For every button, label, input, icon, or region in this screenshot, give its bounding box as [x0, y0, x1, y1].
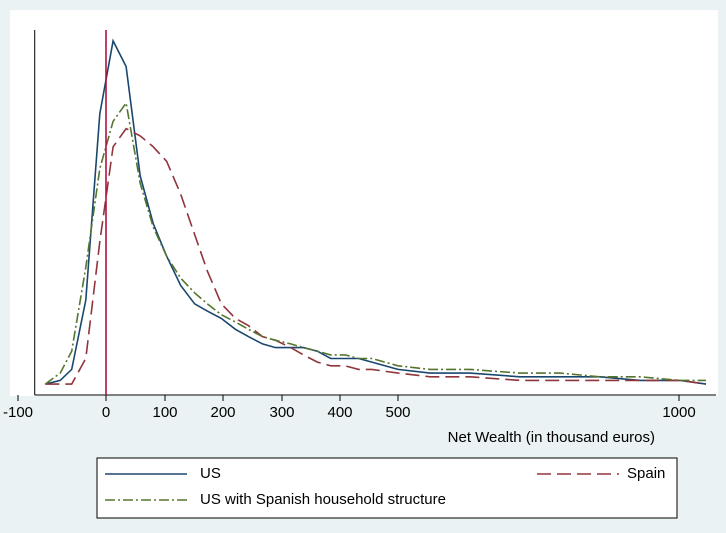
plot-region — [10, 10, 718, 396]
x-tick-label: 300 — [269, 404, 294, 421]
x-tick-label: 200 — [210, 404, 235, 421]
x-tick-label: 400 — [327, 404, 352, 421]
series-line — [45, 38, 707, 385]
x-tick-label: 500 — [385, 404, 410, 421]
legend-label: Spain — [627, 465, 665, 482]
legend — [96, 457, 678, 519]
legend-label: US — [200, 465, 221, 482]
x-tick-label: 0 — [102, 404, 110, 421]
x-axis-label: Net Wealth (in thousand euros) — [448, 429, 655, 446]
x-tick-label: -100 — [3, 404, 33, 421]
x-tick-label: 1000 — [662, 404, 695, 421]
series-line — [44, 100, 706, 385]
legend-label: US with Spanish household structure — [200, 491, 446, 508]
x-tick-label: 100 — [152, 404, 177, 421]
series-line — [45, 127, 707, 385]
